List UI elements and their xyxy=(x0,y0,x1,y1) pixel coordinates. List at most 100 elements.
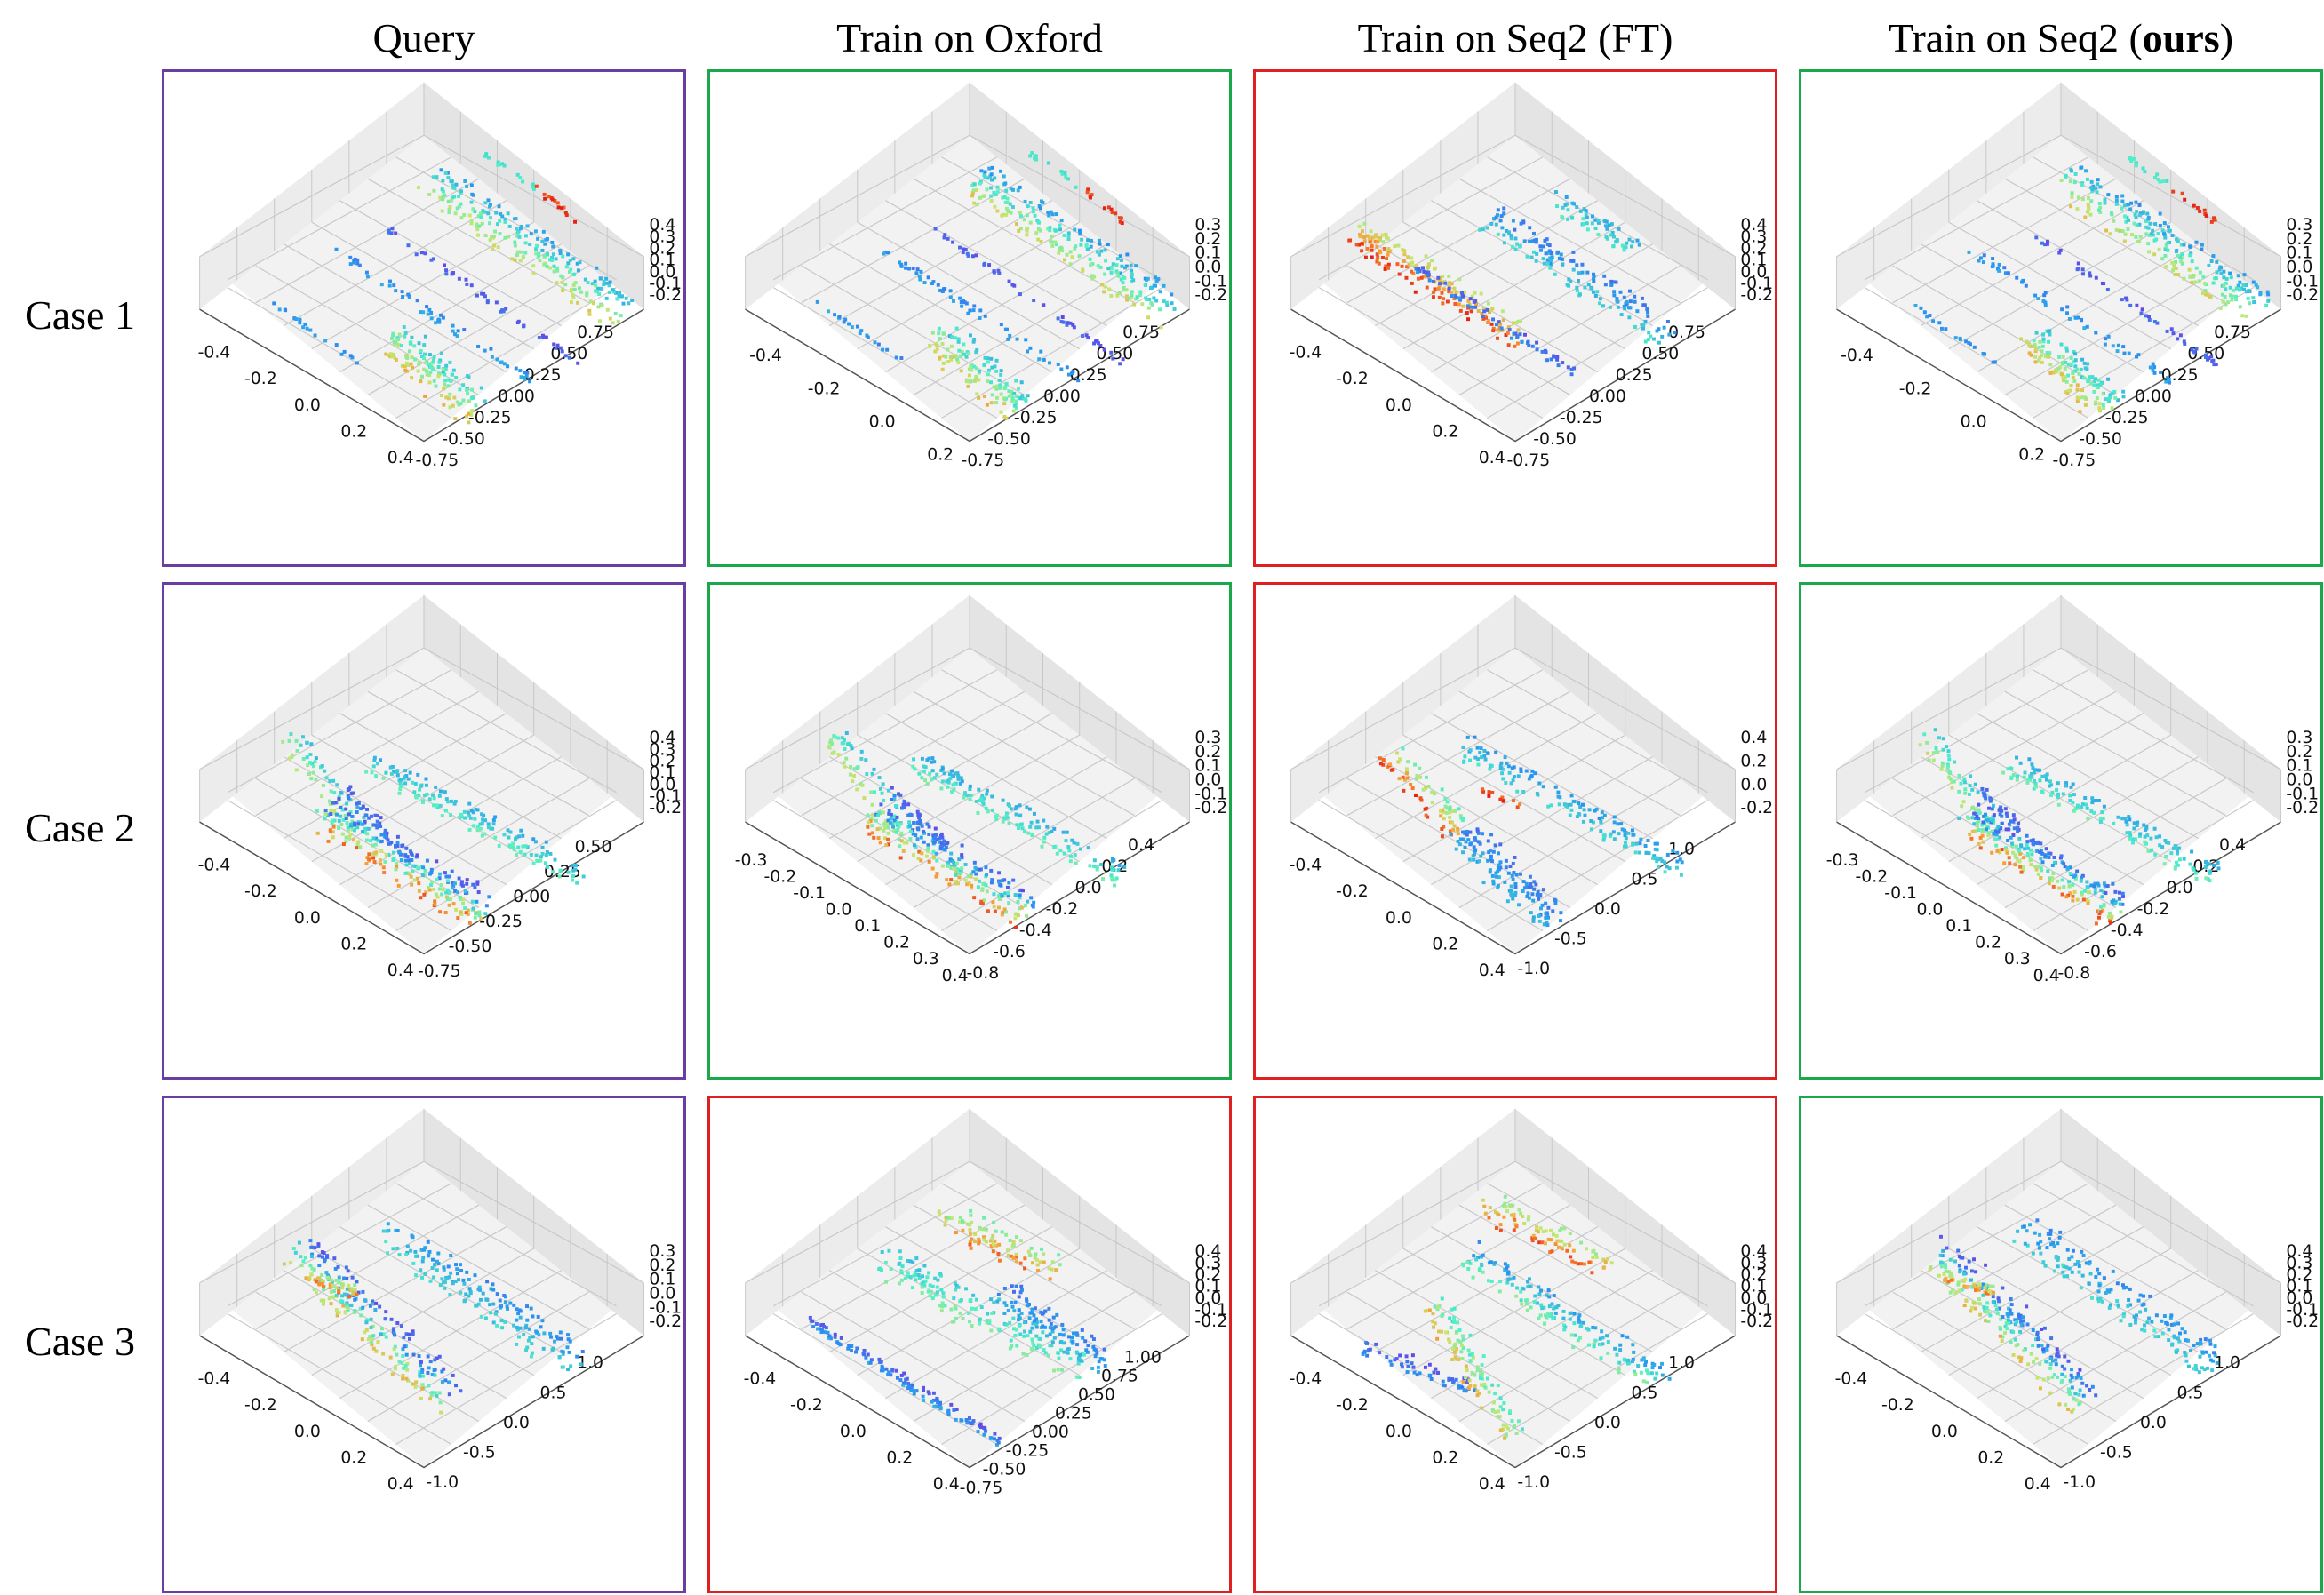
point xyxy=(968,308,972,313)
grid-line xyxy=(1892,778,2117,909)
point xyxy=(340,1286,345,1290)
scatter-3d-plot: -0.4-0.20.00.20.41.000.750.500.250.00-0.… xyxy=(744,1108,1227,1498)
point xyxy=(899,264,904,268)
point xyxy=(1990,818,1994,823)
point xyxy=(2040,344,2045,348)
point xyxy=(1939,767,1944,771)
point xyxy=(1130,272,1134,276)
point xyxy=(508,1301,513,1305)
point xyxy=(1417,775,1421,779)
point xyxy=(1023,199,1027,203)
point xyxy=(952,782,956,786)
point xyxy=(1518,872,1522,876)
point xyxy=(2030,852,2034,857)
point xyxy=(2063,375,2067,379)
point xyxy=(2236,274,2240,278)
point xyxy=(1462,759,1466,763)
point xyxy=(2075,387,2080,392)
point xyxy=(1598,301,1602,306)
y-tick-label: -0.6 xyxy=(993,943,1026,961)
point xyxy=(1015,337,1019,341)
point xyxy=(459,191,463,195)
point xyxy=(426,312,430,316)
point xyxy=(428,370,433,374)
point xyxy=(944,355,948,359)
point xyxy=(347,1283,351,1288)
point xyxy=(1461,850,1465,855)
point xyxy=(1946,749,1951,754)
point xyxy=(1066,177,1070,181)
point xyxy=(442,382,446,387)
point xyxy=(482,291,486,296)
point xyxy=(2094,331,2098,335)
point xyxy=(2178,333,2183,338)
point xyxy=(1509,884,1513,889)
point xyxy=(443,911,448,914)
point xyxy=(523,844,528,849)
point xyxy=(959,776,963,780)
point xyxy=(899,356,904,360)
point xyxy=(2075,383,2080,387)
point xyxy=(1598,297,1602,301)
point xyxy=(1481,851,1485,856)
point xyxy=(1575,285,1579,290)
point xyxy=(519,828,523,833)
point xyxy=(935,872,939,876)
point xyxy=(381,1332,386,1336)
point xyxy=(370,770,374,775)
point xyxy=(2072,809,2076,813)
point xyxy=(2155,172,2160,177)
point xyxy=(431,257,435,261)
point-cloud xyxy=(1913,156,2271,414)
point xyxy=(1494,750,1498,754)
point xyxy=(408,770,412,775)
point xyxy=(1050,212,1055,217)
point xyxy=(1092,858,1097,863)
point xyxy=(2080,197,2085,202)
point xyxy=(2099,889,2104,893)
point xyxy=(443,263,447,267)
point xyxy=(2228,271,2232,275)
point xyxy=(1626,831,1631,835)
point xyxy=(2244,290,2248,294)
point xyxy=(334,1286,339,1290)
point xyxy=(1103,248,1107,252)
point xyxy=(2194,266,2199,270)
point xyxy=(926,849,930,853)
point xyxy=(916,820,921,825)
point xyxy=(995,189,1000,194)
point xyxy=(2134,200,2138,204)
point xyxy=(353,1288,357,1293)
grid-line xyxy=(801,690,1026,817)
grid-line xyxy=(395,287,617,419)
point xyxy=(403,769,408,773)
point xyxy=(1120,264,1124,268)
point xyxy=(1118,219,1122,224)
point xyxy=(2096,182,2100,187)
point xyxy=(1987,806,1992,810)
point xyxy=(2080,357,2085,362)
point xyxy=(1623,307,1627,311)
point xyxy=(979,899,984,904)
point xyxy=(1380,255,1385,259)
point xyxy=(1530,769,1535,773)
point xyxy=(488,1303,492,1307)
point xyxy=(405,1244,410,1248)
point xyxy=(1070,255,1074,259)
point xyxy=(2061,792,2065,796)
point xyxy=(1063,258,1066,262)
point xyxy=(568,1339,572,1344)
point xyxy=(1977,808,1981,812)
point xyxy=(1461,830,1465,834)
point xyxy=(990,808,994,812)
point xyxy=(2009,766,2013,770)
point xyxy=(2152,371,2157,375)
point xyxy=(355,361,359,365)
grid-line xyxy=(1431,200,1653,327)
point xyxy=(904,266,908,270)
point xyxy=(1590,214,1594,219)
point xyxy=(960,304,964,308)
point xyxy=(1048,228,1052,233)
point xyxy=(2203,282,2208,286)
point xyxy=(480,821,484,825)
